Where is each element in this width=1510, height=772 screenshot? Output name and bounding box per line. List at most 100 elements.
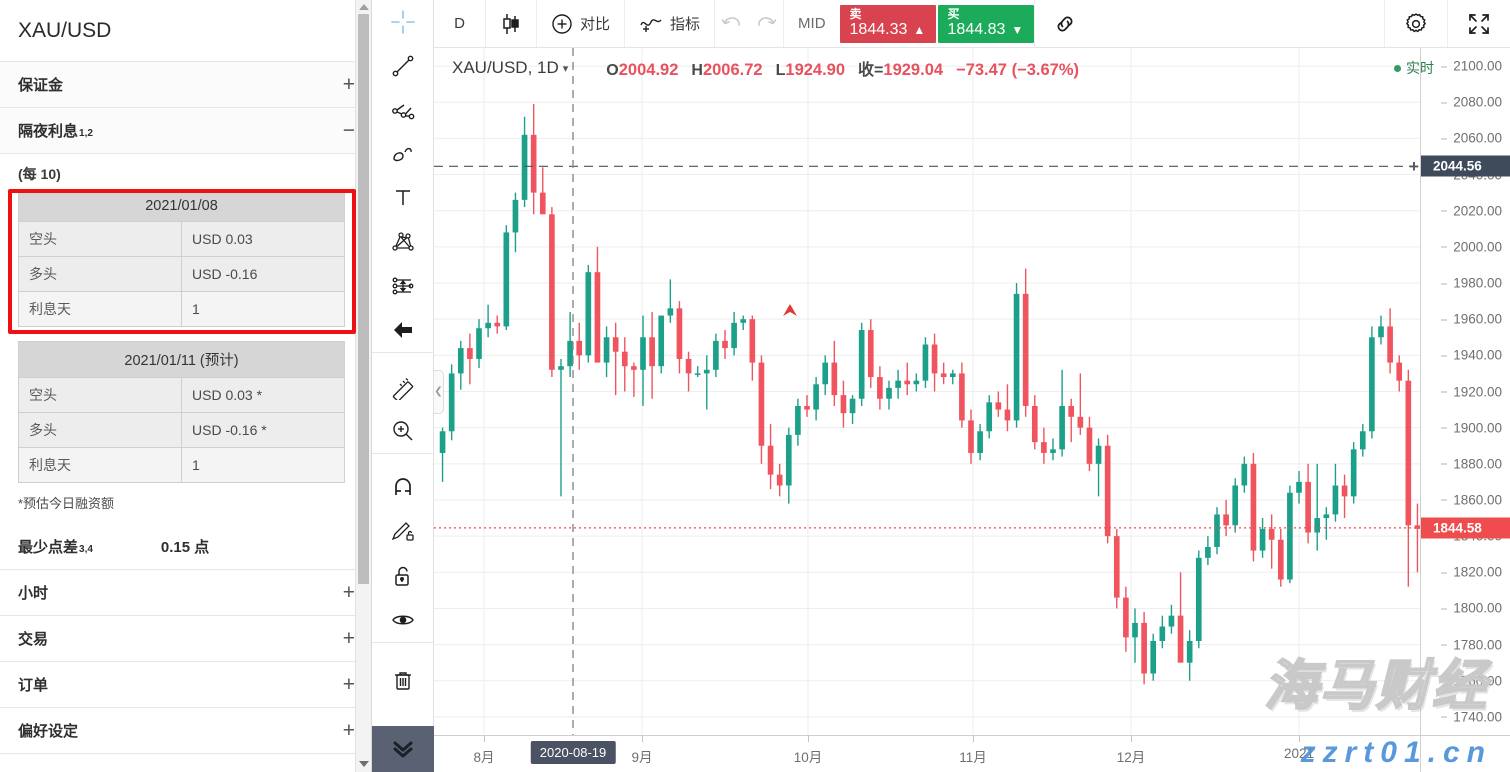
drawing-toolbar — [371, 0, 434, 772]
forecast-icon[interactable] — [381, 264, 425, 308]
sidebar-section-margin-label: 保证金 — [18, 77, 64, 94]
eye-icon[interactable] — [381, 598, 425, 642]
time-tick-mark — [642, 736, 643, 742]
settings-button[interactable] — [1384, 0, 1447, 47]
price-tick-label: 2060.00 — [1441, 130, 1502, 146]
realtime-status: 实时 — [1394, 58, 1434, 78]
time-tick-mark — [1131, 736, 1132, 742]
fullscreen-button[interactable] — [1447, 0, 1510, 47]
expand-icon[interactable]: + — [342, 673, 355, 696]
overnight-subtitle: (每 10) — [18, 166, 61, 182]
crosshair-date-badge: 2020-08-19 — [530, 741, 616, 764]
price-tick-label: 1940.00 — [1441, 347, 1502, 363]
sidebar-section-hours[interactable]: 小时 + — [0, 570, 371, 616]
pencil-lock-icon[interactable] — [381, 510, 425, 554]
row-key: 利息天 — [18, 447, 182, 483]
trash-icon[interactable] — [381, 659, 425, 703]
interval-selector[interactable]: D — [434, 0, 486, 47]
time-tick-label: 8月 — [473, 750, 495, 765]
scrollbar-thumb[interactable] — [358, 14, 369, 584]
chart-symbol-label[interactable]: XAU/USD, 1D — [452, 58, 559, 77]
expand-icon[interactable]: + — [342, 73, 355, 96]
redo-icon — [758, 16, 777, 26]
collapse-toolbar-button[interactable] — [372, 726, 434, 772]
spread-label: 最少点差 3,4 — [18, 539, 93, 556]
instrument-details-sidebar: XAU/USD 保证金 + 隔夜利息 1,2 − (每 10) 2021/01/… — [0, 0, 372, 772]
sidebar-section-hours-label: 小时 — [18, 585, 49, 602]
table-row: 利息天 1 — [18, 447, 345, 483]
sell-price-row: 1844.33 ▲ — [850, 21, 926, 39]
sidebar-section-trade-label: 交易 — [18, 631, 49, 648]
time-axis[interactable]: 8月 9月 10月 11月 12月 2021 2020-08-19 — [434, 735, 1420, 772]
sidebar-section-overnight[interactable]: 隔夜利息 1,2 − — [0, 108, 371, 154]
time-tick-label: 10月 — [793, 750, 823, 765]
plus-circle-icon — [552, 13, 572, 34]
row-key: 空头 — [18, 221, 182, 257]
chart-panel: D 对比 指标 — [434, 0, 1510, 772]
compare-button[interactable]: 对比 — [537, 0, 626, 47]
chevron-down-icon[interactable]: ▾ — [562, 62, 569, 75]
last-price-badge: 1844.58 — [1421, 517, 1510, 539]
expand-icon[interactable]: + — [342, 627, 355, 650]
undo-button[interactable] — [715, 0, 749, 47]
zoom-in-icon[interactable] — [381, 409, 425, 453]
fib-fork-icon[interactable] — [381, 88, 425, 132]
expand-icon[interactable]: + — [342, 719, 355, 742]
text-icon[interactable] — [381, 176, 425, 220]
crosshair-price-badge: 2044.56 + — [1409, 155, 1510, 177]
price-tick-label: 2000.00 — [1441, 239, 1502, 255]
row-key: 多头 — [18, 412, 182, 448]
sidebar-section-orders-label: 订单 — [18, 677, 49, 694]
price-tick-label: 1860.00 — [1441, 492, 1502, 508]
indicators-button[interactable]: 指标 — [625, 0, 716, 47]
price-tick-label: 2020.00 — [1441, 203, 1502, 219]
collapse-icon[interactable]: − — [342, 119, 355, 142]
scroll-down-arrow-icon[interactable] — [359, 761, 369, 767]
expand-icon[interactable]: + — [342, 581, 355, 604]
sidebar-scrollbar[interactable] — [355, 0, 371, 772]
table-row: 多头 USD -0.16 * — [18, 412, 345, 448]
crosshair-plus-icon: + — [1409, 156, 1419, 176]
sidebar-section-orders[interactable]: 订单 + — [0, 662, 371, 708]
trendline-icon[interactable] — [381, 44, 425, 88]
row-key: 空头 — [18, 377, 182, 413]
unlock-icon[interactable] — [381, 554, 425, 598]
crosshair-icon[interactable] — [381, 0, 425, 44]
pattern-icon[interactable] — [381, 220, 425, 264]
sell-button[interactable]: 卖 1844.33 ▲ — [839, 4, 936, 43]
panel-resize-handle[interactable]: ❮ — [434, 369, 444, 414]
ohlc-open: O 2004.92 — [606, 61, 679, 79]
sidebar-section-preferences[interactable]: 偏好设定 + — [0, 708, 371, 754]
link-button[interactable] — [1033, 0, 1095, 47]
price-tick-label: 1760.00 — [1441, 673, 1502, 689]
sidebar-section-trade[interactable]: 交易 + — [0, 616, 371, 662]
time-tick-label: 9月 — [631, 750, 653, 765]
time-tick-mark — [808, 736, 809, 742]
price-tick-label: 1880.00 — [1441, 456, 1502, 472]
scroll-up-arrow-icon[interactable] — [359, 4, 369, 10]
sidebar-section-margin[interactable]: 保证金 + — [0, 62, 371, 108]
time-tick-mark — [973, 736, 974, 742]
measure-icon[interactable] — [381, 365, 425, 409]
magnet-icon[interactable] — [381, 466, 425, 510]
buy-button[interactable]: 买 1844.83 ▼ — [937, 4, 1034, 43]
chevron-up-icon: ▲ — [913, 22, 926, 37]
brush-icon[interactable] — [381, 132, 425, 176]
ohlc-close: 收= 1929.04 — [858, 61, 944, 79]
sidebar-section-preferences-label: 偏好设定 — [18, 723, 79, 740]
ohlc-change: −73.47 (−3.67%) — [956, 61, 1079, 79]
redo-button[interactable] — [749, 0, 785, 47]
undo-icon — [721, 16, 740, 26]
time-tick-mark — [1299, 736, 1300, 742]
candlestick-plot[interactable]: ❮ — [434, 48, 1420, 735]
arrow-left-icon[interactable] — [381, 308, 425, 352]
row-value: USD -0.16 * — [181, 412, 345, 448]
chart-type-button[interactable] — [486, 0, 537, 47]
page-title: XAU/USD — [0, 0, 371, 62]
price-tick-label: 1800.00 — [1441, 600, 1502, 616]
time-tick-mark — [484, 736, 485, 742]
row-value: USD 0.03 — [181, 221, 345, 257]
sell-price: 1844.33 — [849, 20, 908, 38]
price-axis[interactable]: 2100.002080.002060.002040.002020.002000.… — [1409, 48, 1510, 735]
status-dot-icon — [1394, 64, 1401, 72]
